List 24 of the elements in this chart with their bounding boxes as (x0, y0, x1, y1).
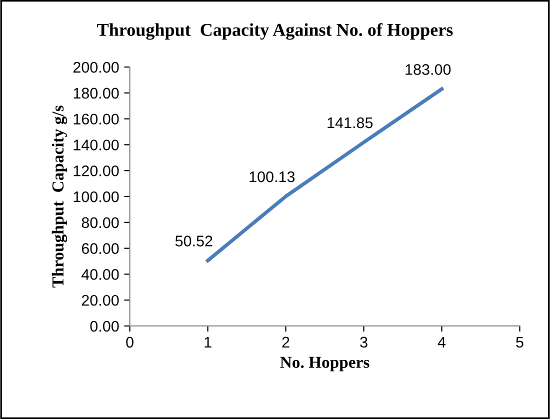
x-tick-label: 1 (204, 336, 212, 348)
y-tick-label: 180.00 (74, 88, 119, 99)
x-tick-label: 0 (126, 336, 134, 348)
y-tick-label: 100.00 (74, 191, 119, 202)
y-tick-label: 140.00 (74, 140, 119, 150)
x-tick-label: 2 (282, 336, 290, 348)
x-tick-label: 3 (360, 336, 368, 348)
y-tick-label: 200.00 (73, 62, 119, 73)
y-tick-label: 20.00 (82, 294, 119, 306)
y-tick-label: 160.00 (74, 114, 119, 125)
data-label: 50.52 (175, 236, 212, 246)
y-tick-label: 80.00 (82, 217, 119, 228)
y-tick-label: 60.00 (82, 243, 119, 254)
chart-title: Throughput Capacity Against No. of Hoppers (97, 23, 453, 40)
x-tick-label: 4 (438, 336, 446, 348)
x-axis-title: No. Hoppers (280, 356, 370, 372)
x-tick-label: 5 (516, 336, 524, 348)
data-label: 100.13 (250, 171, 295, 182)
y-tick-label: 120.00 (74, 165, 119, 176)
data-label: 141.85 (328, 117, 373, 128)
y-tick-label: 40.00 (82, 269, 119, 280)
y-tick-label: 0.00 (90, 320, 119, 332)
y-axis-title: Throughput Capacity g/s (52, 106, 68, 288)
data-label: 183.00 (406, 64, 451, 75)
